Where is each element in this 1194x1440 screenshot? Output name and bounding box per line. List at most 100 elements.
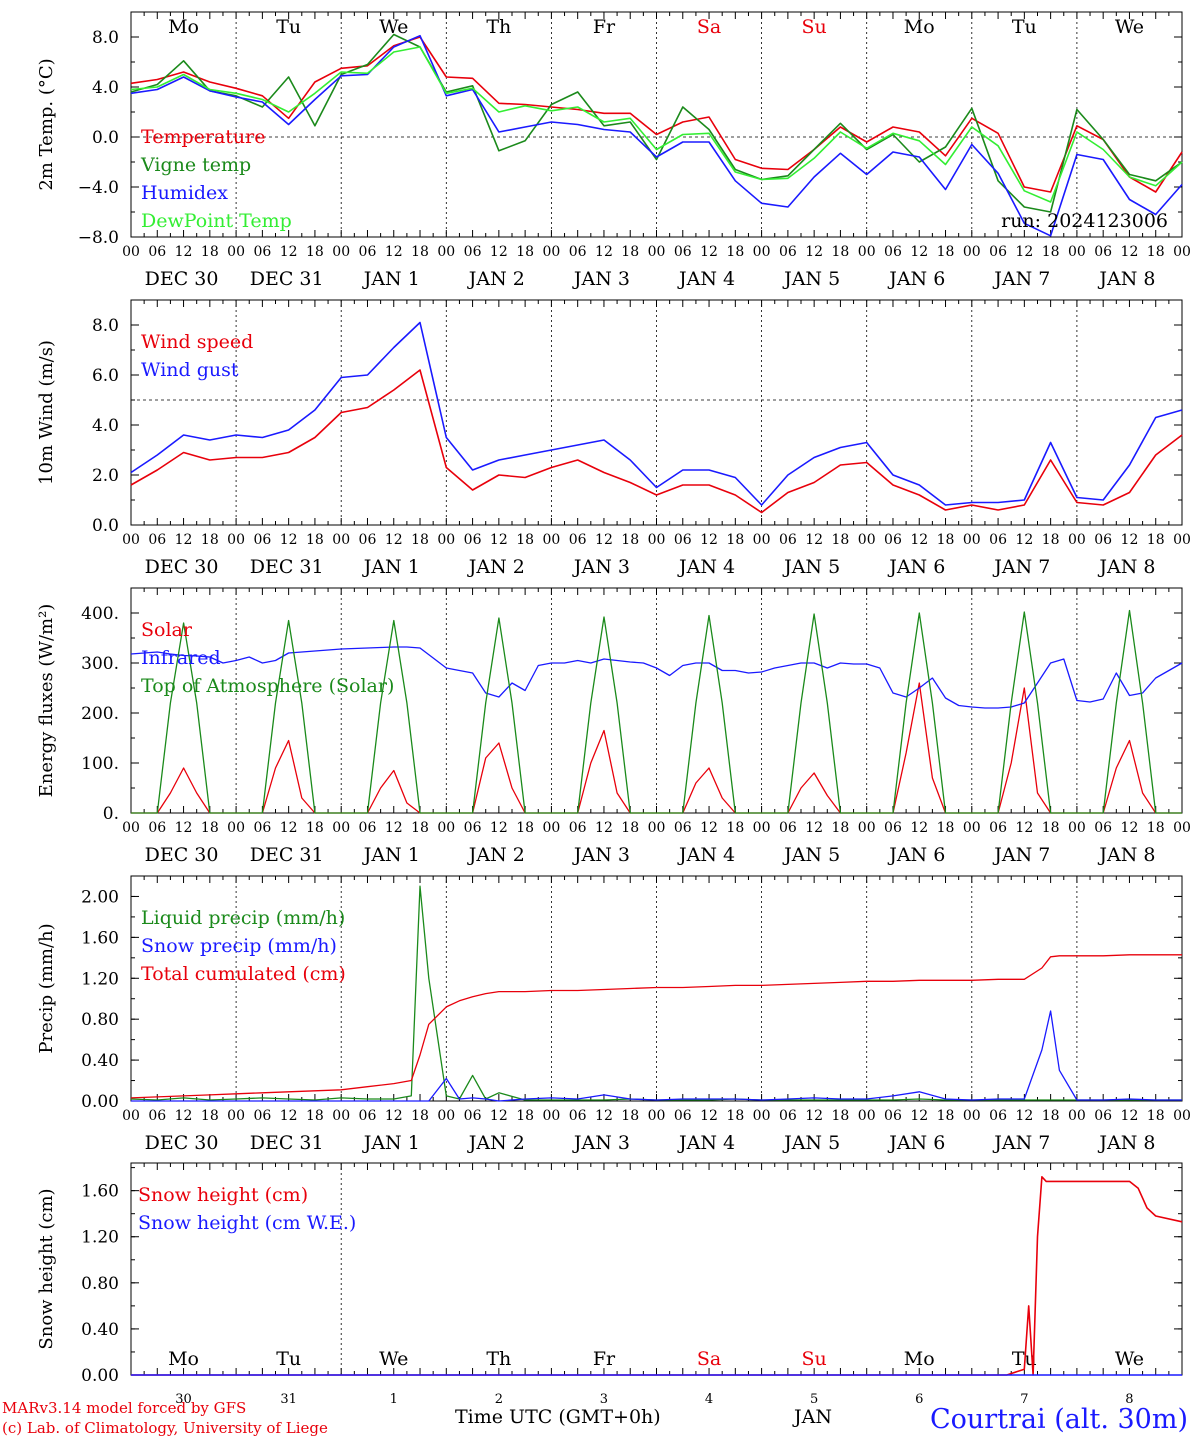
hour-tick-label: 18 xyxy=(516,532,534,548)
series-line-temperature xyxy=(130,36,1183,193)
hour-tick-label: 00 xyxy=(963,244,981,260)
hour-tick-label: 00 xyxy=(753,820,771,836)
hour-tick-label: 18 xyxy=(306,244,324,260)
hour-tick-label: 18 xyxy=(726,1108,744,1124)
date-label: JAN 3 xyxy=(572,556,630,578)
hour-tick-label: 18 xyxy=(411,244,429,260)
hour-tick-label: 06 xyxy=(253,820,271,836)
hour-tick-label: 18 xyxy=(411,1108,429,1124)
date-label: JAN 1 xyxy=(362,556,420,578)
hour-tick-label: 00 xyxy=(437,244,455,260)
y-tick-label: 300. xyxy=(81,654,119,674)
hour-tick-label: 00 xyxy=(963,820,981,836)
hour-tick-label: 18 xyxy=(937,820,955,836)
hour-tick-label: 00 xyxy=(1173,1108,1191,1124)
date-label: DEC 30 xyxy=(145,844,219,866)
hour-tick-label: 00 xyxy=(858,1108,876,1124)
y-tick-label: 0.80 xyxy=(81,1010,119,1030)
y-tick-label: 1.20 xyxy=(81,1228,119,1248)
hour-tick-label: 06 xyxy=(359,820,377,836)
day-of-week-label: Mo xyxy=(168,1348,199,1370)
date-label: DEC 31 xyxy=(250,268,324,290)
hour-tick-label: 18 xyxy=(516,244,534,260)
day-of-week-label: We xyxy=(379,1348,408,1370)
y-tick-label: 2.00 xyxy=(81,887,119,907)
hour-tick-label: 06 xyxy=(569,820,587,836)
hour-tick-label: 18 xyxy=(1147,532,1165,548)
run-annotation: run: 2024123006 xyxy=(1001,210,1168,232)
hour-tick-label: 06 xyxy=(359,244,377,260)
hour-tick-label: 00 xyxy=(648,1108,666,1124)
legend-entry: Snow height (cm W.E.) xyxy=(138,1212,356,1234)
y-tick-label: −4.0 xyxy=(78,178,119,198)
y-tick-label: 1.60 xyxy=(81,928,119,948)
hour-tick-label: 06 xyxy=(989,820,1007,836)
hour-tick-label: 00 xyxy=(1068,244,1086,260)
hour-tick-label: 00 xyxy=(858,244,876,260)
hour-tick-label: 06 xyxy=(148,1108,166,1124)
date-label: JAN 8 xyxy=(1097,844,1155,866)
hour-tick-label: 18 xyxy=(201,244,219,260)
hour-tick-label: 00 xyxy=(858,532,876,548)
hour-tick-label: 00 xyxy=(542,1108,560,1124)
hour-tick-label: 06 xyxy=(674,820,692,836)
date-number-label: 2 xyxy=(495,1392,503,1407)
hour-tick-label: 18 xyxy=(1147,1108,1165,1124)
hour-tick-label: 00 xyxy=(542,820,560,836)
day-of-week-label: Su xyxy=(802,16,827,38)
series-line-humidex xyxy=(130,34,1183,237)
date-number-label: 30 xyxy=(175,1392,192,1407)
y-tick-label: 6.0 xyxy=(92,366,119,386)
hour-tick-label: 12 xyxy=(595,532,613,548)
hour-tick-label: 12 xyxy=(1015,532,1033,548)
day-of-week-label: Tu xyxy=(1012,16,1037,38)
hour-tick-label: 12 xyxy=(280,1108,298,1124)
hour-tick-label: 12 xyxy=(490,820,508,836)
y-tick-label: 1.20 xyxy=(81,969,119,989)
hour-tick-label: 06 xyxy=(569,244,587,260)
legend-entry: Wind gust xyxy=(141,359,239,381)
date-label: JAN 6 xyxy=(887,1132,945,1154)
date-label: JAN 7 xyxy=(992,268,1050,290)
hour-tick-label: 12 xyxy=(805,820,823,836)
series-line-dewpoint-temp xyxy=(130,46,1183,203)
legend-entry: Snow precip (mm/h) xyxy=(141,935,337,957)
hour-tick-label: 06 xyxy=(253,244,271,260)
hour-tick-label: 00 xyxy=(437,532,455,548)
hour-tick-label: 00 xyxy=(1173,532,1191,548)
date-label: JAN 5 xyxy=(782,268,840,290)
hour-tick-label: 18 xyxy=(832,1108,850,1124)
hour-tick-label: 12 xyxy=(700,820,718,836)
hour-tick-label: 12 xyxy=(385,820,403,836)
hour-tick-label: 12 xyxy=(1121,244,1139,260)
legend-entry: Solar xyxy=(141,619,193,641)
date-label: JAN 4 xyxy=(677,556,735,578)
hour-tick-label: 12 xyxy=(805,1108,823,1124)
hour-tick-label: 00 xyxy=(1068,532,1086,548)
hour-tick-label: 12 xyxy=(490,1108,508,1124)
hour-tick-label: 00 xyxy=(542,532,560,548)
time-axis-label: Time UTC (GMT+0h) xyxy=(455,1406,661,1428)
y-tick-label: 100. xyxy=(81,754,119,774)
series-line-infrared xyxy=(130,646,1183,709)
day-of-week-label: We xyxy=(379,16,408,38)
y-tick-label: 8.0 xyxy=(92,316,119,336)
hour-tick-label: 06 xyxy=(674,532,692,548)
hour-tick-label: 12 xyxy=(385,244,403,260)
y-tick-label: 200. xyxy=(81,704,119,724)
hour-tick-label: 18 xyxy=(1147,244,1165,260)
hour-tick-label: 00 xyxy=(648,532,666,548)
date-label: JAN 6 xyxy=(887,268,945,290)
hour-tick-label: 12 xyxy=(175,1108,193,1124)
date-label: JAN 2 xyxy=(467,1132,525,1154)
hour-tick-label: 12 xyxy=(280,244,298,260)
hour-tick-label: 06 xyxy=(253,532,271,548)
hour-tick-label: 12 xyxy=(1015,820,1033,836)
legend-entry: Infrared xyxy=(141,647,221,669)
hour-tick-label: 18 xyxy=(621,532,639,548)
day-of-week-label: Th xyxy=(486,1348,511,1370)
day-of-week-label: Tu xyxy=(276,1348,301,1370)
y-tick-label: 4.0 xyxy=(92,416,119,436)
y-tick-label: 400. xyxy=(81,604,119,624)
